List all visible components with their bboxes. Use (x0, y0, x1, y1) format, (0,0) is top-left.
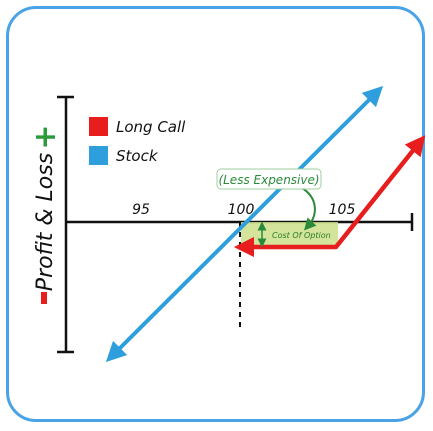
less-expensive-pointer (301, 187, 317, 231)
x-tick-105: 105 (329, 202, 356, 218)
legend-label-stock: Stock (116, 147, 159, 165)
legend-swatch-long-call (89, 117, 108, 136)
plus-symbol: + (28, 124, 63, 149)
x-tick-100: 100 (228, 202, 255, 218)
long-call-payoff-line (233, 135, 426, 258)
less-expensive-box (216, 168, 322, 190)
less-expensive-label: (Less Expensive) (218, 173, 319, 187)
x-tick-95: 95 (132, 202, 150, 218)
cost-of-option-label: Cost Of Option (272, 231, 331, 240)
y-axis-label: Profit & Loss (33, 153, 58, 291)
minus-symbol (41, 292, 47, 304)
y-axis-label-group: Profit & Loss + (28, 124, 63, 304)
legend-swatch-stock (89, 146, 108, 165)
legend-label-long-call: Long Call (116, 118, 186, 136)
